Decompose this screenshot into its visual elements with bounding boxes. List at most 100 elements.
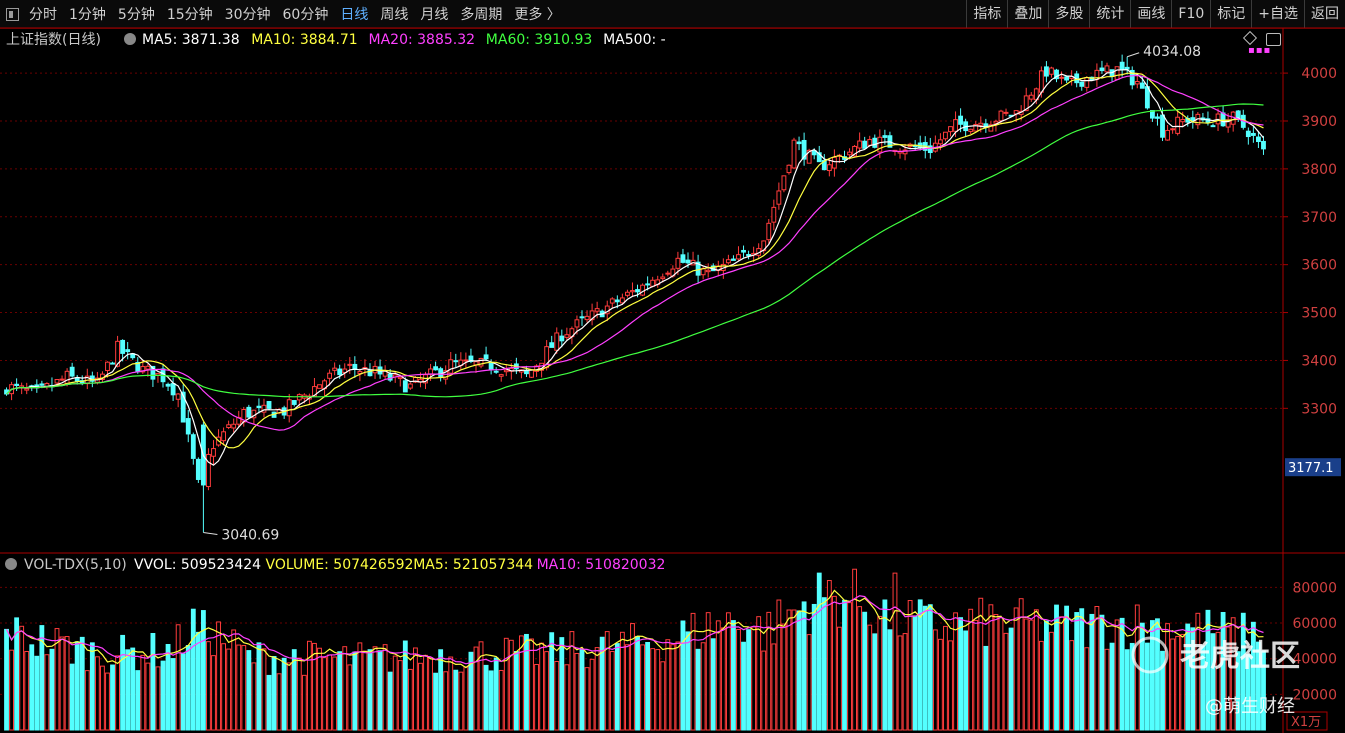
volume-bar [710, 638, 716, 731]
volume-bar [352, 651, 358, 731]
volume-bar [917, 599, 923, 731]
volume-bar [912, 615, 918, 731]
candle-body [266, 401, 272, 409]
volume-bar [897, 635, 903, 731]
volume-bar [185, 645, 191, 731]
top-toolbar: 分时 1分钟 5分钟 15分钟 30分钟 60分钟 日线 周线 月线 多周期 更多 〉 指标 叠加 多股… [0, 0, 1345, 29]
volume-bar [165, 644, 171, 731]
candle-body [231, 423, 237, 429]
volume-bar [524, 633, 529, 731]
tab-1[interactable]: 1分钟 [69, 7, 106, 23]
volume-bar [831, 595, 837, 731]
volume-bar [453, 669, 459, 731]
tab-6[interactable]: 日线 [340, 7, 369, 23]
toolbar-btn-6[interactable]: 标记 [1210, 0, 1251, 28]
volume-bar [816, 572, 822, 731]
candle-body [589, 310, 595, 321]
volume-bar [1094, 605, 1100, 731]
ma60-line [6, 103, 1264, 398]
volume-bar [493, 657, 499, 731]
volume-bar [306, 640, 312, 731]
window-toggle-icon[interactable] [1266, 33, 1281, 46]
tab-4[interactable]: 30分钟 [224, 7, 271, 23]
volume-bar [519, 635, 524, 731]
candle-body [1054, 69, 1059, 80]
legend-item-0: MA5: 3871.38 [142, 32, 240, 48]
volume-bar [731, 620, 736, 731]
volume-bar [367, 649, 373, 731]
volume-bar [438, 649, 444, 731]
volume-bar [79, 636, 85, 731]
volume-bar [675, 641, 681, 731]
volume-bar [317, 647, 322, 731]
volume-bar [953, 612, 958, 731]
volume-bar [902, 633, 908, 731]
candle-body [1028, 94, 1034, 100]
volume-bar [1195, 612, 1201, 731]
toolbar-btn-3[interactable]: 统计 [1089, 0, 1130, 28]
volume-bar [1205, 609, 1211, 731]
volume-bar [650, 648, 656, 731]
candle-body [211, 448, 216, 457]
volume-bar [49, 648, 55, 731]
volume-bar [488, 670, 494, 731]
candle-body [978, 122, 984, 126]
candle-body [877, 136, 883, 153]
volume-bar [776, 599, 782, 731]
volume-bar [842, 599, 847, 731]
candle-body [145, 365, 151, 370]
tab-3[interactable]: 15分钟 [166, 7, 213, 23]
candle-body [826, 164, 832, 172]
candle-body [781, 175, 787, 191]
legend-item-4: MA500: - [603, 32, 666, 48]
menu-icon[interactable] [6, 7, 19, 21]
toolbar-btn-7[interactable]: +自选 [1251, 0, 1304, 28]
volume-bar [1215, 631, 1221, 731]
candle-body [852, 145, 858, 157]
volume-bar [34, 655, 40, 731]
tab-8[interactable]: 月线 [420, 7, 449, 23]
tab-10[interactable]: 更多 〉 [514, 7, 561, 23]
volume-bar [19, 625, 25, 731]
tab-2[interactable]: 5分钟 [117, 7, 155, 23]
candle-body [579, 316, 585, 319]
volume-bar [1220, 611, 1226, 731]
volume-bar [120, 634, 126, 731]
volume-bar [1170, 638, 1176, 731]
volume-bar [498, 669, 504, 731]
toolbar-btn-4[interactable]: 画线 [1130, 0, 1171, 28]
volume-bar [39, 625, 45, 731]
toolbar-btn-8[interactable]: 返回 [1304, 0, 1345, 28]
volume-bar [948, 640, 953, 731]
volume-bar [862, 611, 868, 731]
toolbar-btn-0[interactable]: 指标 [966, 0, 1007, 28]
volume-bar [1104, 648, 1110, 731]
candle-body [937, 139, 943, 145]
volume-bar [614, 643, 620, 731]
volume-bar [362, 650, 368, 731]
volume-bar [690, 612, 696, 731]
candle-body [488, 362, 494, 371]
volume-bar [372, 646, 378, 731]
tab-7[interactable]: 周线 [380, 7, 409, 23]
volume-bar [635, 635, 640, 731]
candle-body [387, 373, 393, 381]
toolbar-btn-1[interactable]: 叠加 [1007, 0, 1048, 28]
tab-9[interactable]: 多周期 [460, 7, 503, 23]
volume-bar [1240, 612, 1246, 731]
volume-bar [271, 656, 277, 731]
volume-bar [589, 658, 595, 731]
volume-bar [574, 652, 580, 731]
candle-body [170, 383, 176, 396]
candle-body [736, 254, 741, 260]
tab-5[interactable]: 60分钟 [282, 7, 329, 23]
volume-bar [347, 664, 353, 731]
candle-body [882, 135, 888, 138]
volume-bar [1200, 645, 1206, 731]
toolbar-btn-5[interactable]: F10 [1171, 0, 1210, 28]
tab-0[interactable]: 分时 [29, 7, 57, 23]
price-tick-label: 3300 [1301, 401, 1337, 417]
volume-bar [443, 671, 449, 731]
volume-bar [1190, 627, 1196, 731]
toolbar-btn-2[interactable]: 多股 [1048, 0, 1089, 28]
